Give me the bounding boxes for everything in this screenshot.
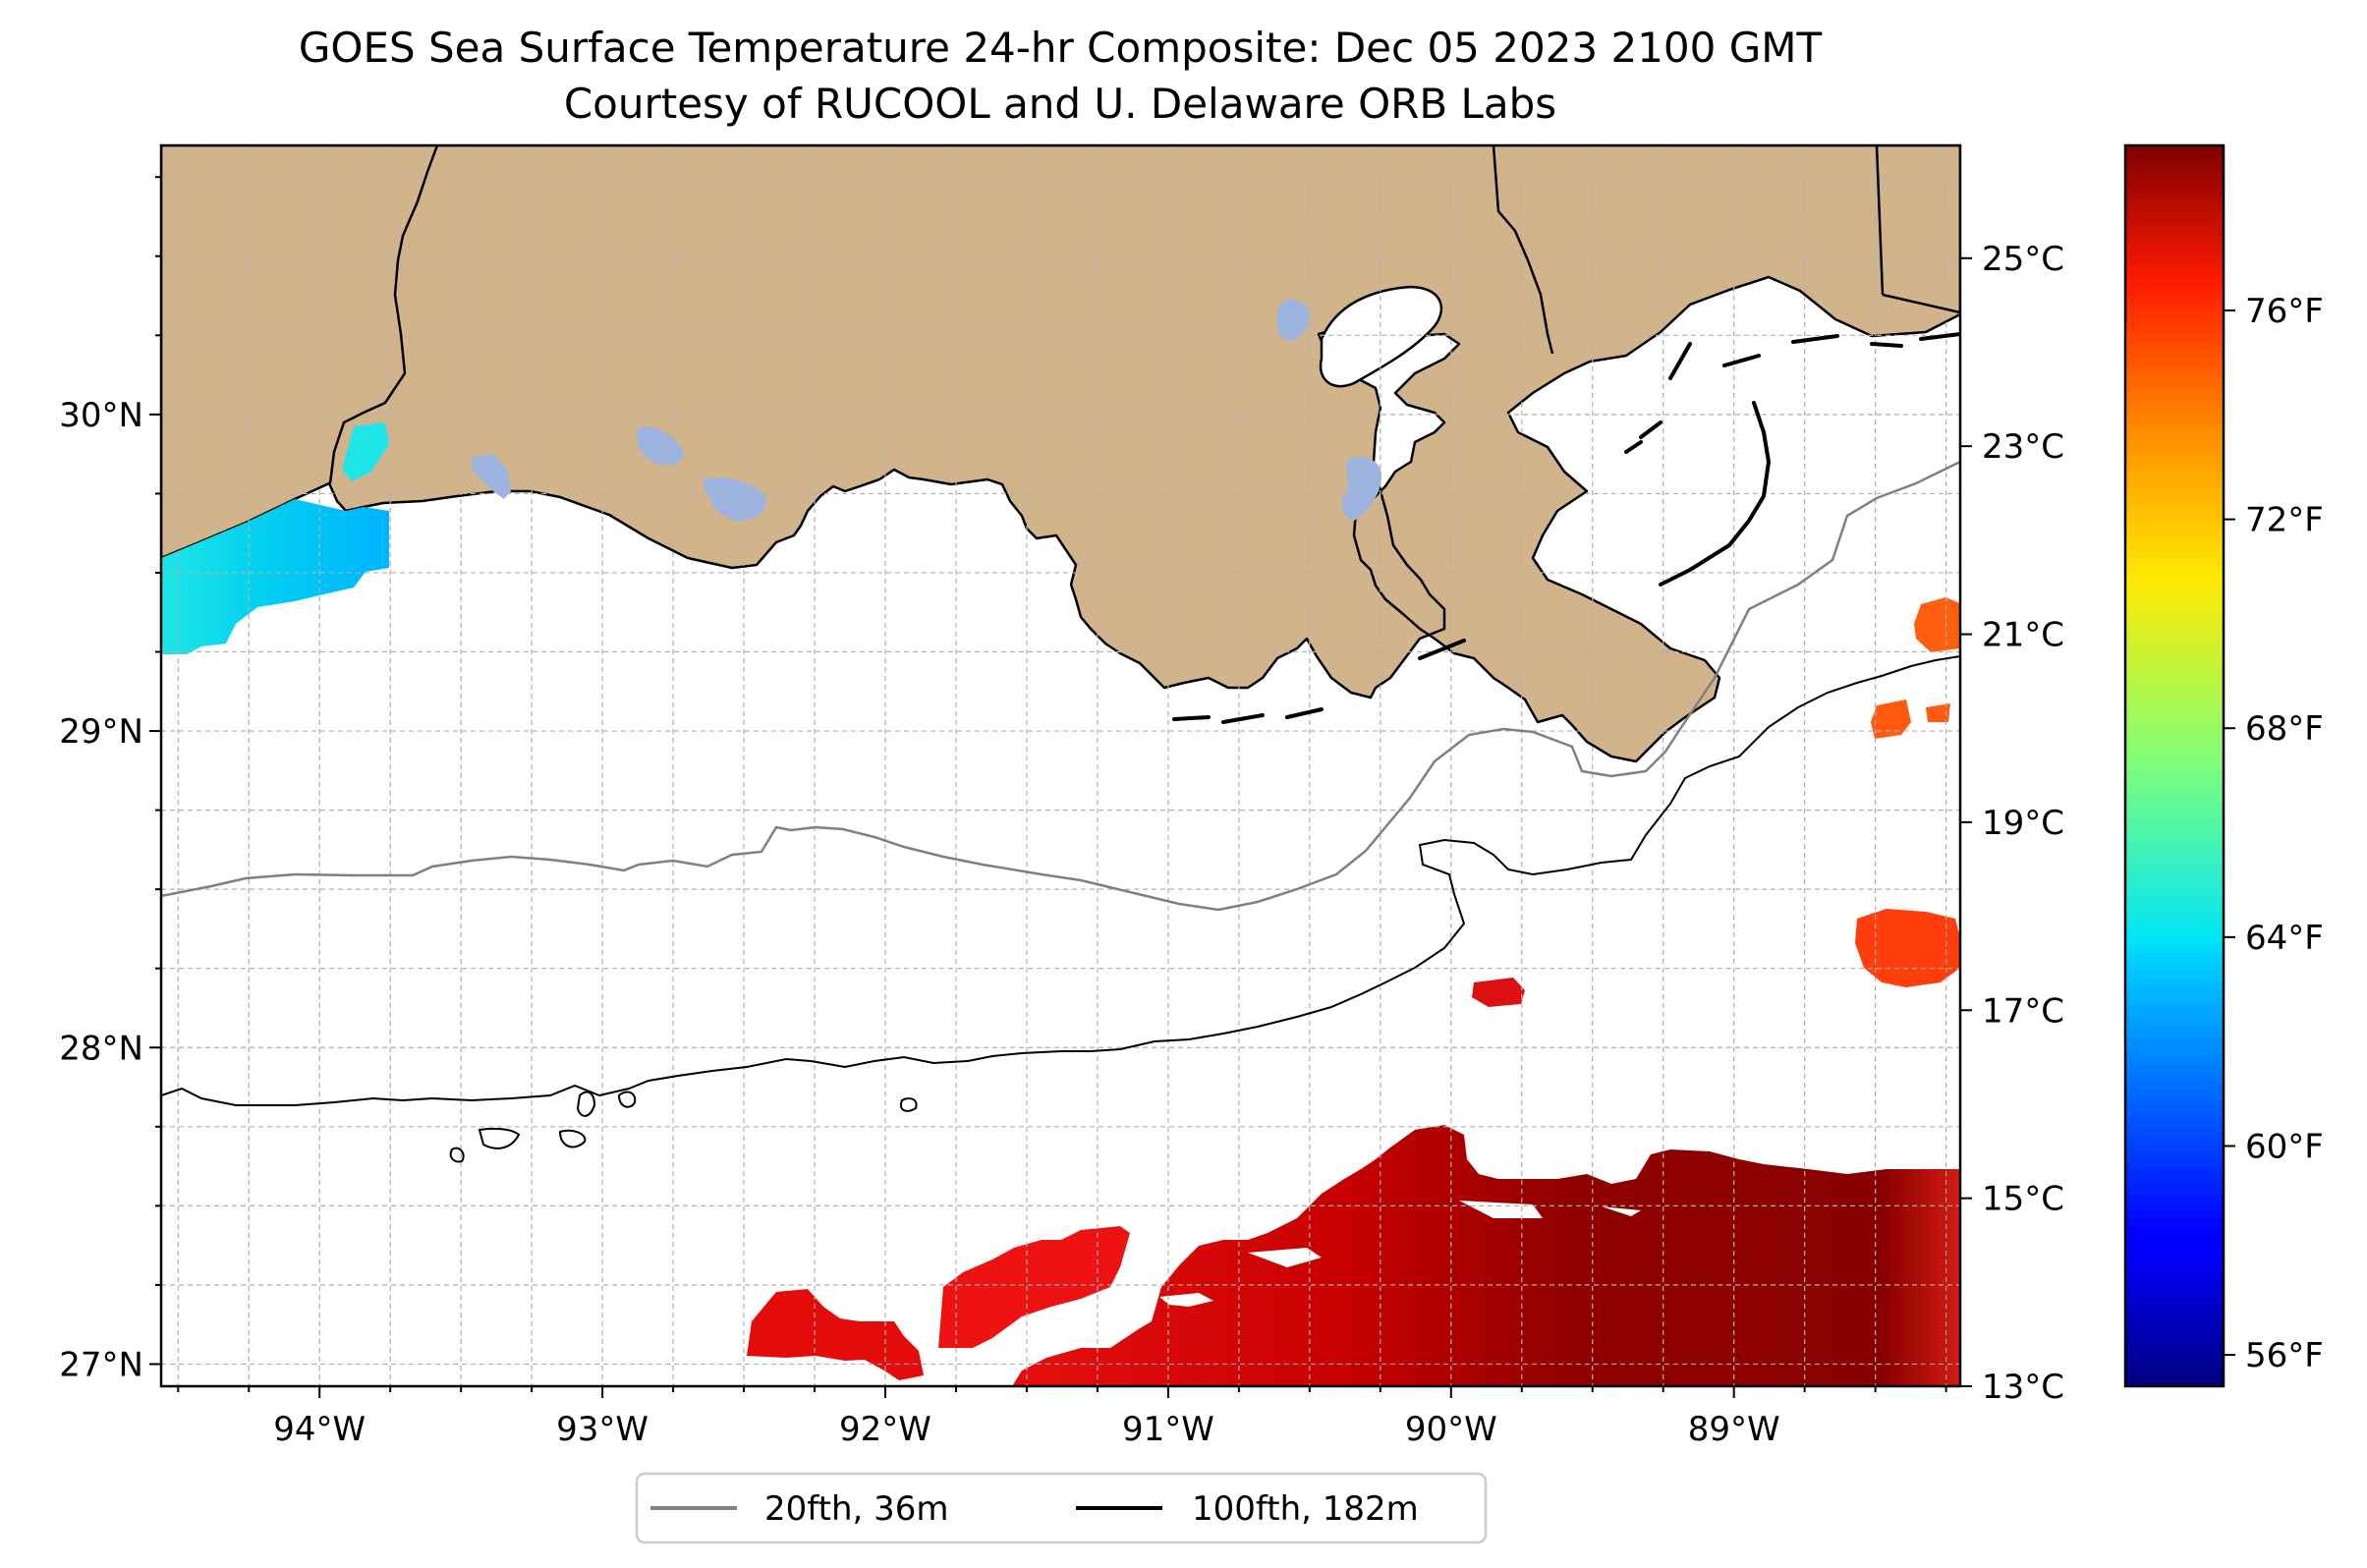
latitude-axis: 27°N 28°N 29°N 30°N (59, 176, 161, 1384)
barrier-islands (1172, 332, 1960, 724)
fahrenheit-tick-label: 68°F (2245, 709, 2324, 749)
cloud-gap (1459, 1201, 1543, 1218)
lake-icon (703, 476, 766, 522)
lon-tick-label: 90°W (1405, 1410, 1497, 1449)
chart-title: GOES Sea Surface Temperature 24-hr Compo… (299, 24, 1823, 72)
isobath-20fth (161, 460, 1960, 912)
sst-patch-warm-mid (938, 1226, 1130, 1348)
fahrenheit-tick-label: 72°F (2245, 501, 2324, 540)
fahrenheit-tick-label: 76°F (2245, 292, 2324, 331)
lat-tick-label: 30°N (59, 396, 143, 435)
sst-patch-orange-3 (1926, 703, 1950, 722)
fahrenheit-tick-label: 60°F (2245, 1127, 2324, 1166)
legend-box (635, 1472, 1488, 1544)
state-border-ms-al (1875, 145, 1885, 296)
state-border-tx-la (328, 145, 439, 484)
seamount-contour (617, 1091, 637, 1108)
lon-tick-label: 89°W (1688, 1410, 1780, 1449)
cloud-gap (1602, 1206, 1641, 1216)
lake-pontchartrain (1319, 285, 1443, 388)
lake-icon (1342, 456, 1381, 521)
sst-patch-warm-main (1012, 1125, 1960, 1386)
celsius-tick-label: 13°C (1982, 1368, 2064, 1407)
seamount-contour (558, 1129, 587, 1148)
lon-tick-label: 91°W (1122, 1410, 1214, 1449)
seamount-contour (900, 1097, 918, 1112)
seamount-contour (478, 1127, 521, 1149)
legend-label-20fth: 20fth, 36m (764, 1489, 949, 1529)
lat-tick-label: 29°N (59, 712, 143, 752)
celsius-tick-label: 15°C (1982, 1180, 2064, 1219)
sst-patch-orange-2 (1871, 700, 1911, 739)
celsius-tick-label: 21°C (1982, 616, 2064, 655)
sst-patch-orange-1 (1914, 597, 1960, 652)
lake-icon (637, 426, 684, 466)
sst-patch-warm-west (747, 1289, 924, 1380)
lon-tick-label: 93°W (556, 1410, 648, 1449)
lon-tick-label: 92°W (839, 1410, 931, 1449)
map-frame (159, 143, 1962, 1388)
celsius-tick-label: 17°C (1982, 991, 2064, 1031)
sst-patch-red-small (1472, 978, 1525, 1007)
fahrenheit-tick-label: 56°F (2245, 1336, 2324, 1375)
cloud-gap (1248, 1248, 1322, 1267)
ms-coast (1882, 293, 1960, 314)
colorbar (2123, 143, 2226, 1388)
map-grid (161, 145, 1960, 1386)
seamount-contour (449, 1147, 465, 1163)
map-panel (161, 145, 1960, 1386)
lon-tick-label: 94°W (273, 1410, 366, 1449)
celsius-tick-label: 23°C (1982, 427, 2064, 467)
legend: 20fth, 36m 100fth, 182m (635, 1472, 1488, 1544)
seamount-contour (576, 1091, 596, 1117)
fahrenheit-tick-label: 64°F (2245, 919, 2324, 958)
celsius-tick-label: 25°C (1982, 240, 2064, 279)
lake-icon (472, 454, 511, 499)
land-mass (161, 145, 1960, 763)
fahrenheit-axis: 56°F 60°F 64°F 68°F 72°F 76°F (2224, 292, 2324, 1375)
sst-patch-orange-4 (1855, 909, 1960, 987)
chart-subtitle: Courtesy of RUCOOL and U. Delaware ORB L… (564, 80, 1556, 128)
longitude-axis: 94°W 93°W 92°W 91°W 90°W 89°W (177, 1386, 1947, 1449)
lat-tick-label: 28°N (59, 1029, 143, 1068)
isobath-100fth (161, 655, 1960, 1106)
sst-patch-cyan (161, 499, 389, 654)
celsius-tick-label: 19°C (1982, 804, 2064, 843)
legend-label-100fth: 100fth, 182m (1192, 1489, 1419, 1529)
lake-icon (1276, 299, 1310, 341)
cloud-gap (1081, 1313, 1140, 1332)
sst-sabine-lake (342, 422, 389, 481)
cloud-gap (1159, 1293, 1213, 1307)
state-border-la-ms (1492, 145, 1554, 355)
celsius-axis: 13°C 15°C 17°C 19°C 21°C 23°C 25°C (1960, 240, 2064, 1407)
lat-tick-label: 27°N (59, 1345, 143, 1384)
